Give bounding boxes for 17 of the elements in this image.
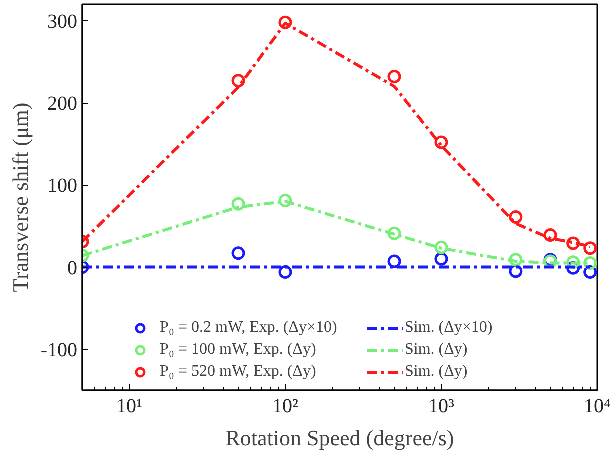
y-tick-label: 300 [48,10,78,33]
y-axis-title: Transverse shift (μm) [8,102,33,292]
x-axis-title: Rotation Speed (degree/s) [226,426,454,450]
x-tick-label: 10³ [428,396,454,418]
x-tick-label: 10¹ [116,396,142,418]
y-tick-label: 100 [48,175,78,198]
legend-label: P₀ = 0.2 mW, Exp. (Δy×10) [160,319,338,337]
x-tick-label: 10⁴ [584,396,612,418]
y-tick-label: -100 [40,339,78,362]
legend-label: Sim. (Δy×10) [405,319,493,337]
legend-label: P₀ = 100 mW, Exp. (Δy) [160,341,316,359]
legend-label: Sim. (Δy) [405,341,468,359]
x-tick-label: 10² [272,396,298,418]
y-tick-label: 0 [68,257,78,280]
y-tick-label: 200 [48,93,78,116]
legend-label: Sim. (Δy) [405,363,468,381]
legend-label: P₀ = 520 mW, Exp. (Δy) [160,363,316,381]
